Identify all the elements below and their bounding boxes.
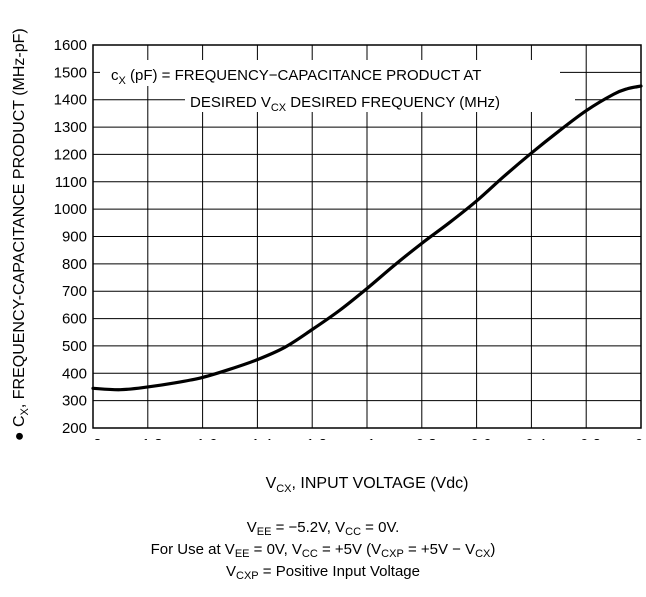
y-tick-label: 600 bbox=[62, 311, 87, 328]
plot-frame bbox=[92, 44, 642, 429]
y-tick-labels: 200 300 400 500 600 700 800 900 1000 1100 1200 1300… bbox=[54, 37, 87, 437]
footnote-line2-d-sub: CX bbox=[475, 548, 491, 560]
footnote-line2-c-sub: CXP bbox=[381, 548, 404, 560]
y-tick-label: 1300 bbox=[54, 119, 87, 136]
x-tick-label: −0.6 bbox=[462, 436, 492, 440]
y-tick-label: 800 bbox=[62, 256, 87, 273]
x-tick-label: −0.4 bbox=[517, 436, 547, 440]
footnote-line2-a-sub: EE bbox=[234, 548, 250, 560]
footnote-line1-a: V bbox=[246, 519, 257, 536]
y-axis-label-b: ● C bbox=[11, 415, 28, 440]
footnote-line2-b: = 0V, V bbox=[249, 541, 302, 558]
x-tick-label: −1.6 bbox=[188, 436, 218, 440]
y-tick-label: 700 bbox=[62, 283, 87, 300]
x-tick-label: −2 bbox=[84, 436, 101, 440]
footnote-line3: VCXP = Positive Input Voltage bbox=[0, 563, 646, 585]
footnote-line2-c: = +5V (V bbox=[317, 541, 382, 558]
x-tick-labels: −2 −1.8 −1.6 −1.4 −1.2 −1 −0.8 −0.6 −0.4 −0.2 0 bbox=[84, 436, 643, 440]
y-tick-label: 400 bbox=[62, 365, 87, 382]
series-line bbox=[91, 84, 643, 392]
annotation-background bbox=[100, 60, 575, 112]
x-tick-label: −1.2 bbox=[297, 436, 327, 440]
footnote-line1: VEE = −5.2V, VCC = 0V. bbox=[0, 519, 646, 541]
annotation-line1-b: (pF) = FREQUENCY−CAPACITANCE PRODUCT AT bbox=[126, 67, 482, 84]
footnote-line3-a: V bbox=[225, 563, 236, 580]
y-tick-label: 1500 bbox=[54, 64, 87, 81]
x-tick-label: −1 bbox=[358, 436, 375, 440]
y-tick-label: 300 bbox=[62, 393, 87, 410]
footnote-line2: For Use at VEE = 0V, VCC = +5V (VCXP = +… bbox=[0, 541, 646, 563]
footnote-line2-a: For Use at V bbox=[150, 541, 235, 558]
y-tick-label: 900 bbox=[62, 229, 87, 246]
annotation-line1-a: c bbox=[111, 67, 119, 84]
footnote-line1-b-sub: CC bbox=[345, 526, 362, 538]
annotation-line2: DESIRED VCX DESIRED FREQUENCY (MHz) bbox=[190, 94, 500, 114]
x-axis-label-sub: CX bbox=[276, 483, 292, 495]
y-axis-label: f0● CX, FREQUENCY-CAPACITANCE PRODUCT (M… bbox=[11, 28, 31, 440]
footnote-line1-c: = 0V. bbox=[361, 519, 400, 536]
footnote-line1-b: = −5.2V, V bbox=[271, 519, 346, 536]
annotation-line1: cX (pF) = FREQUENCY−CAPACITANCE PRODUCT … bbox=[111, 67, 481, 87]
x-tick-label: −0.2 bbox=[571, 436, 601, 440]
annotation-line1-a-sub: X bbox=[119, 75, 127, 87]
footnote-line2-b-sub: CC bbox=[301, 548, 318, 560]
x-axis-label-area: VCX, INPUT VOLTAGE (Vdc) bbox=[266, 475, 469, 495]
footnote-line2-e: ) bbox=[490, 541, 496, 558]
footnote-line1-a-sub: EE bbox=[256, 526, 272, 538]
annotation-line2-b: DESIRED FREQUENCY (MHz) bbox=[286, 94, 500, 111]
y-axis-label-c: , FREQUENCY-CAPACITANCE PRODUCT (MHz-pF) bbox=[11, 28, 28, 408]
y-tick-label: 500 bbox=[62, 338, 87, 355]
x-axis-label: VCX, INPUT VOLTAGE (Vdc) bbox=[266, 475, 469, 495]
x-tick-label: −1.8 bbox=[133, 436, 163, 440]
y-tick-label: 1100 bbox=[55, 174, 87, 191]
footnote-line3-a-sub: CXP bbox=[236, 570, 259, 582]
annotation-box-line1 bbox=[100, 60, 560, 86]
y-axis-label-b-sub: X bbox=[19, 407, 31, 415]
y-tick-label: 200 bbox=[62, 420, 87, 437]
annotation-box-line2 bbox=[185, 86, 575, 112]
y-tick-label: 1400 bbox=[54, 92, 87, 109]
x-tick-label: −0.8 bbox=[407, 436, 437, 440]
annotation-line2-a: DESIRED V bbox=[190, 94, 271, 111]
x-axis-label-prefix: V bbox=[266, 475, 277, 492]
y-tick-label: 1000 bbox=[54, 201, 87, 218]
y-tick-label: 1600 bbox=[54, 37, 87, 54]
x-tick-label: 0 bbox=[635, 436, 643, 440]
chart: −2 −1.8 −1.6 −1.4 −1.2 −1 −0.8 −0.6 −0.4 −0.2 0 20… bbox=[11, 28, 643, 440]
annotation-line2-a-sub: CX bbox=[271, 102, 287, 114]
footnote-line3-b: = Positive Input Voltage bbox=[258, 563, 420, 580]
x-axis-label-suffix: , INPUT VOLTAGE (Vdc) bbox=[292, 475, 469, 492]
x-tick-label: −1.4 bbox=[243, 436, 273, 440]
footnote-line2-d: = +5V − V bbox=[403, 541, 476, 558]
y-tick-label: 1200 bbox=[54, 146, 87, 163]
